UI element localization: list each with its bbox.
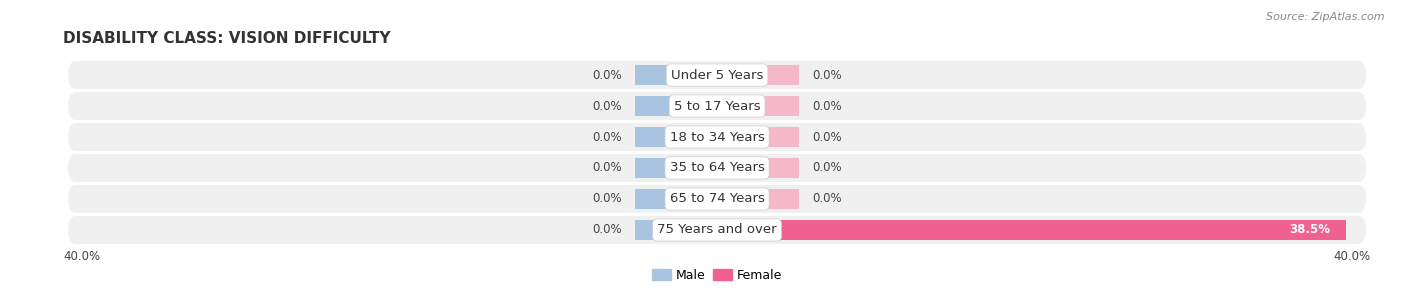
Text: 40.0%: 40.0%	[1334, 250, 1371, 263]
Text: 0.0%: 0.0%	[811, 161, 841, 174]
FancyBboxPatch shape	[67, 154, 1367, 182]
Text: 38.5%: 38.5%	[1289, 224, 1330, 236]
Bar	[717, 96, 799, 116]
FancyBboxPatch shape	[67, 92, 1367, 120]
Bar	[717, 189, 799, 209]
Bar	[717, 66, 799, 85]
Text: 0.0%: 0.0%	[811, 192, 841, 206]
Text: 0.0%: 0.0%	[593, 224, 623, 236]
Text: DISABILITY CLASS: VISION DIFFICULTY: DISABILITY CLASS: VISION DIFFICULTY	[63, 30, 391, 46]
Bar	[636, 220, 717, 239]
Legend: Male, Female: Male, Female	[647, 264, 787, 287]
Text: 0.0%: 0.0%	[811, 69, 841, 81]
Text: 0.0%: 0.0%	[593, 69, 623, 81]
Text: 40.0%: 40.0%	[63, 250, 100, 263]
FancyBboxPatch shape	[67, 216, 1367, 244]
Bar	[636, 158, 717, 178]
Text: 35 to 64 Years: 35 to 64 Years	[669, 161, 765, 174]
Text: 18 to 34 Years: 18 to 34 Years	[669, 131, 765, 144]
Text: 0.0%: 0.0%	[593, 192, 623, 206]
Text: 0.0%: 0.0%	[811, 99, 841, 113]
Text: 0.0%: 0.0%	[811, 131, 841, 144]
Bar	[636, 66, 717, 85]
FancyBboxPatch shape	[67, 123, 1367, 151]
Bar	[636, 189, 717, 209]
Text: 5 to 17 Years: 5 to 17 Years	[673, 99, 761, 113]
Text: 0.0%: 0.0%	[593, 161, 623, 174]
Text: 0.0%: 0.0%	[593, 99, 623, 113]
Text: 65 to 74 Years: 65 to 74 Years	[669, 192, 765, 206]
Bar	[636, 96, 717, 116]
Bar	[717, 220, 1347, 239]
Text: Source: ZipAtlas.com: Source: ZipAtlas.com	[1267, 12, 1385, 22]
FancyBboxPatch shape	[67, 185, 1367, 213]
Text: 75 Years and over: 75 Years and over	[657, 224, 778, 236]
Text: Under 5 Years: Under 5 Years	[671, 69, 763, 81]
Bar	[717, 127, 799, 147]
Bar	[717, 158, 799, 178]
Bar	[636, 127, 717, 147]
FancyBboxPatch shape	[67, 61, 1367, 89]
Text: 0.0%: 0.0%	[593, 131, 623, 144]
